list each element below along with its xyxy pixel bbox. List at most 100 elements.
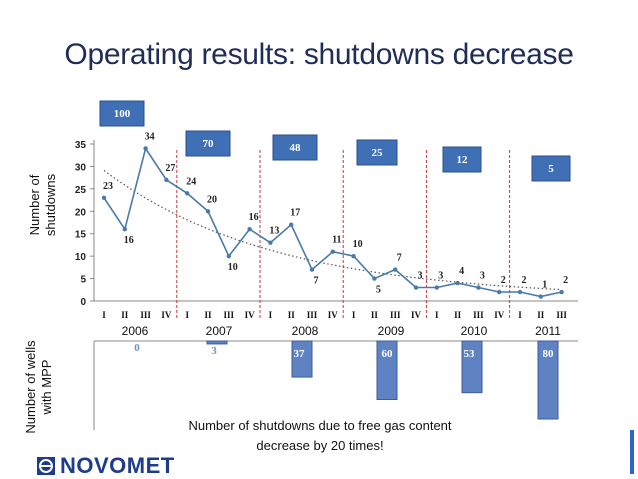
data-point <box>434 285 439 290</box>
x-tick-label: II <box>288 310 296 320</box>
x-tick-label: II <box>204 310 212 320</box>
annual-total-label: 48 <box>290 142 302 154</box>
wells-bar <box>537 340 559 420</box>
wells-bar-label: 37 <box>294 348 306 360</box>
year-label: 2009 <box>378 324 405 338</box>
data-label: 10 <box>353 239 363 250</box>
year-label: 2011 <box>535 324 561 338</box>
x-tick-label: IV <box>328 310 339 320</box>
x-tick-label: I <box>269 310 273 320</box>
x-tick-label: III <box>390 310 401 320</box>
data-point <box>268 240 273 245</box>
data-point <box>185 191 190 196</box>
data-label: 16 <box>249 212 259 223</box>
data-point <box>205 209 211 214</box>
annual-total-label: 100 <box>114 108 131 120</box>
x-tick-label: IV <box>494 310 505 320</box>
wells-bar-label: 3 <box>211 345 217 357</box>
annual-total-box <box>531 155 571 182</box>
x-tick-label: III <box>140 310 151 320</box>
data-label: 3 <box>438 271 443 282</box>
data-label: 1 <box>542 280 547 291</box>
y-tick-label: 5 <box>80 275 86 286</box>
x-tick-label: III <box>307 310 318 320</box>
year-label: 2008 <box>292 324 319 338</box>
novomet-logo-icon <box>37 457 55 475</box>
x-tick-label: I <box>352 310 356 320</box>
data-label: 2 <box>563 275 568 286</box>
year-label: 2010 <box>461 324 488 338</box>
wells-bar-label: 53 <box>464 348 476 360</box>
data-point <box>455 280 460 286</box>
annual-total-label: 25 <box>372 147 384 159</box>
data-point <box>309 267 315 272</box>
year-label: 2006 <box>122 324 149 338</box>
wells-bar-label: 80 <box>543 348 555 360</box>
x-tick-label: II <box>121 310 129 320</box>
data-label: 13 <box>269 226 279 237</box>
caption: Number of shutdowns due to free gas cont… <box>188 418 452 453</box>
trend-line <box>103 170 562 291</box>
year-label: 2007 <box>206 324 233 338</box>
wells-bar <box>461 340 483 394</box>
data-label: 27 <box>165 163 175 174</box>
data-label: 2 <box>522 275 527 286</box>
data-point <box>289 222 294 227</box>
data-point <box>226 253 231 259</box>
x-tick-label: IV <box>411 310 422 320</box>
wells-bar-label: 0 <box>134 342 140 354</box>
data-point <box>538 294 543 299</box>
y-tick-label: 25 <box>75 185 87 196</box>
data-point <box>476 285 481 290</box>
data-point <box>143 146 148 151</box>
wells-bar <box>291 340 313 378</box>
data-label: 7 <box>314 276 319 287</box>
x-tick-label: III <box>224 310 235 320</box>
data-label: 5 <box>376 285 381 296</box>
x-tick-label: II <box>454 310 462 320</box>
x-tick-label: I <box>518 310 522 320</box>
data-point <box>122 227 128 232</box>
data-point <box>101 195 107 201</box>
data-label: 24 <box>186 176 196 187</box>
data-label: 7 <box>397 253 402 264</box>
x-tick-label: IV <box>245 310 256 320</box>
data-point <box>351 253 356 259</box>
data-label: 2 <box>501 275 506 286</box>
data-label: 10 <box>228 262 238 273</box>
logo-text: NOVOMET <box>60 453 175 478</box>
data-point <box>559 289 564 295</box>
annual-total-label: 5 <box>548 163 554 175</box>
y-tick-label: 15 <box>75 230 87 241</box>
data-label: 4 <box>459 266 464 277</box>
data-point <box>393 267 398 272</box>
data-point <box>164 177 169 183</box>
data-point <box>330 249 335 254</box>
data-label: 17 <box>290 208 300 219</box>
slide-title: Operating results: shutdowns decrease <box>64 38 574 71</box>
data-label: 3 <box>480 271 485 282</box>
x-tick-label: I <box>435 310 439 320</box>
data-point <box>497 289 502 295</box>
y-tick-label: 0 <box>80 297 86 308</box>
data-point <box>372 276 377 281</box>
x-tick-label: II <box>537 310 545 320</box>
data-point <box>247 227 252 232</box>
annual-total-label: 12 <box>457 154 469 166</box>
x-tick-label: III <box>473 310 484 320</box>
novomet-logo: NOVOMET <box>36 453 175 479</box>
wells-bar <box>376 340 398 400</box>
wells-bar-label: 60 <box>382 348 394 360</box>
data-label: 11 <box>332 235 341 246</box>
wells-bars: 0 3 37 60 53 80 <box>93 340 578 430</box>
annual-total-label: 70 <box>203 138 215 150</box>
x-tick-label: II <box>371 310 379 320</box>
data-point <box>413 285 419 290</box>
y-tick-label: 20 <box>75 207 87 218</box>
data-label: 16 <box>124 235 134 246</box>
slide-edge-mark <box>630 430 634 474</box>
y-tick-label: 35 <box>75 140 87 151</box>
annual-total-box <box>185 130 231 157</box>
